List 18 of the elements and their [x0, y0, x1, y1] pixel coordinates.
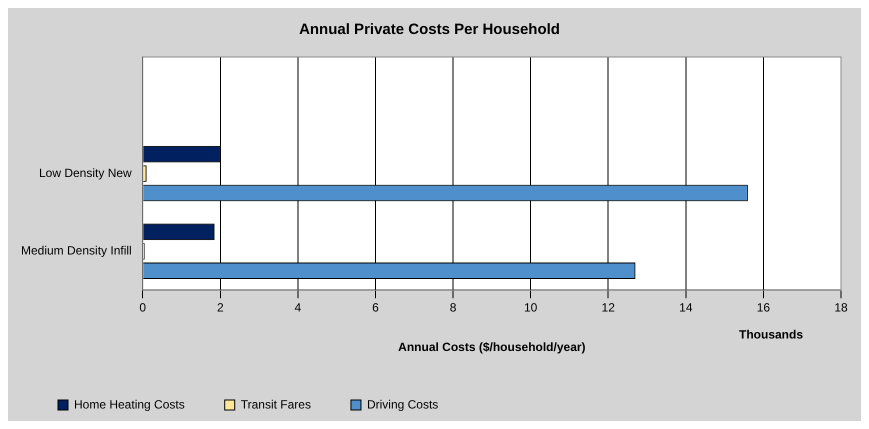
- legend-label: Home Heating Costs: [74, 397, 185, 412]
- y-tick-label: Medium Density Infill: [21, 244, 132, 258]
- legend-label: Driving Costs: [366, 397, 438, 412]
- x-tick-label: 10: [524, 300, 538, 315]
- x-axis-title: Annual Costs ($/household/year): [398, 340, 586, 354]
- x-tick-label: 16: [756, 300, 770, 315]
- x-tick-label: 8: [450, 300, 457, 315]
- x-tick-label: 12: [602, 300, 616, 315]
- x-tick-label: 14: [679, 300, 693, 315]
- x-tick-label: 6: [372, 300, 380, 315]
- x-tick-label: 18: [834, 300, 848, 315]
- x-tick-label: 2: [216, 300, 224, 315]
- chart-title: Annual Private Costs Per Household: [299, 21, 560, 38]
- text: Thousands: [738, 328, 804, 342]
- x-tick-label: 0: [139, 300, 146, 315]
- y-tick-label: Low Density New: [39, 166, 132, 180]
- x-tick-label: 4: [294, 300, 302, 315]
- legend-label: Transit Fares: [240, 397, 311, 412]
